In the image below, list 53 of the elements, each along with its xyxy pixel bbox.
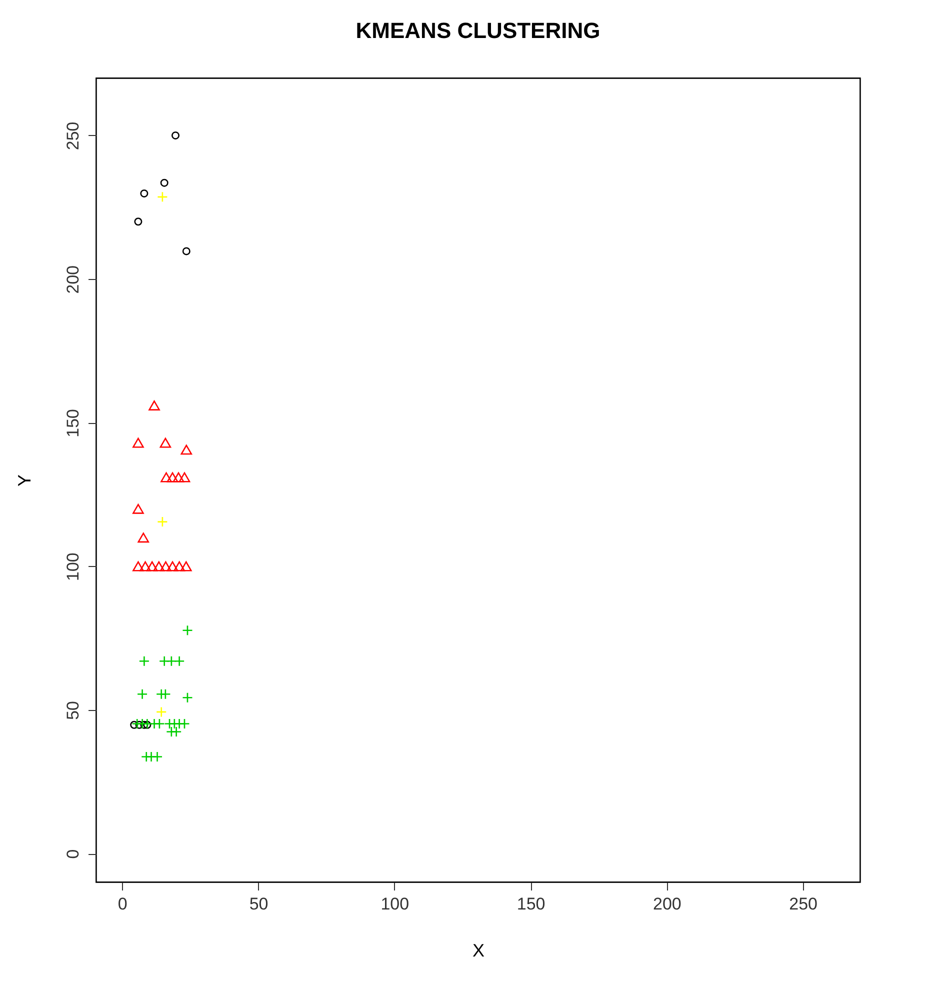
x-axis-title: X <box>472 940 485 960</box>
y-tick-label: 100 <box>64 552 82 582</box>
x-tick-label: 200 <box>653 894 682 914</box>
point <box>153 561 165 572</box>
x-tick-label: 250 <box>789 894 818 914</box>
point <box>138 656 150 666</box>
y-tick-label: 200 <box>64 265 82 294</box>
point <box>156 706 167 718</box>
point <box>182 247 190 256</box>
y-tick-label: 50 <box>64 700 82 720</box>
chart-title: KMEANS CLUSTERING <box>356 18 600 43</box>
point <box>180 444 192 455</box>
point <box>140 189 148 198</box>
point <box>172 472 184 482</box>
point <box>138 532 150 543</box>
point <box>146 561 158 572</box>
point <box>157 516 168 528</box>
point <box>154 718 165 730</box>
point <box>166 561 178 572</box>
y-axis-title: Y <box>14 474 34 487</box>
point <box>136 688 148 700</box>
point <box>143 720 152 729</box>
point <box>172 131 180 140</box>
point <box>160 472 172 482</box>
point <box>174 656 185 666</box>
point <box>140 561 151 572</box>
point <box>148 400 160 410</box>
point <box>132 504 144 514</box>
point <box>170 726 182 738</box>
x-tick-label: 0 <box>118 894 128 914</box>
point <box>132 561 144 572</box>
point <box>182 624 193 636</box>
y-tick-label: 150 <box>64 409 82 438</box>
x-tick-label: 50 <box>249 894 268 914</box>
point <box>180 561 192 572</box>
point <box>179 718 190 730</box>
y-tick-label: 250 <box>64 122 82 150</box>
point <box>174 561 185 572</box>
point <box>152 751 163 762</box>
point <box>160 438 172 448</box>
point <box>132 438 144 448</box>
point <box>178 472 190 482</box>
point <box>160 178 168 187</box>
point <box>157 192 168 202</box>
point <box>160 561 172 572</box>
point <box>182 692 193 703</box>
point <box>166 472 178 482</box>
point <box>134 218 142 226</box>
point <box>166 656 177 666</box>
y-tick-label: 0 <box>64 849 82 859</box>
x-tick-label: 100 <box>380 894 410 914</box>
x-tick-label: 150 <box>516 894 546 914</box>
point <box>160 688 171 700</box>
